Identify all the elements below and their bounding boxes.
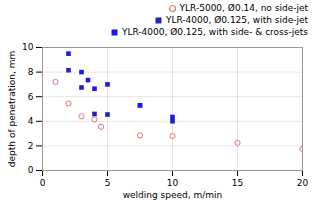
svg-text:10: 10: [167, 178, 179, 188]
html-text:YLR-5000, Ø0.14, no side-jet: YLR-5000, Ø0.14, no side-jet: [179, 3, 308, 13]
svg-text:welding speed, m/min: welding speed, m/min: [123, 190, 223, 200]
svg-text:20: 20: [297, 178, 309, 188]
svg-text:8: 8: [28, 67, 34, 77]
svg-text:15: 15: [232, 178, 243, 188]
svg-text:2: 2: [28, 141, 34, 151]
svg-text:depth of penetration, mm: depth of penetration, mm: [7, 51, 17, 167]
html-text:YLR-4000, Ø0.125, with side-je: YLR-4000, Ø0.125, with side-jet: [165, 15, 308, 25]
svg-text:10: 10: [22, 42, 34, 52]
svg-text:6: 6: [28, 92, 34, 102]
svg-text:4: 4: [28, 116, 34, 126]
svg-text:0: 0: [28, 165, 34, 175]
svg-text:0: 0: [40, 178, 46, 188]
html-text:YLR-4000, Ø0.125, with side- &: YLR-4000, Ø0.125, with side- & cross-jet…: [121, 27, 308, 37]
svg-text:5: 5: [105, 178, 111, 188]
